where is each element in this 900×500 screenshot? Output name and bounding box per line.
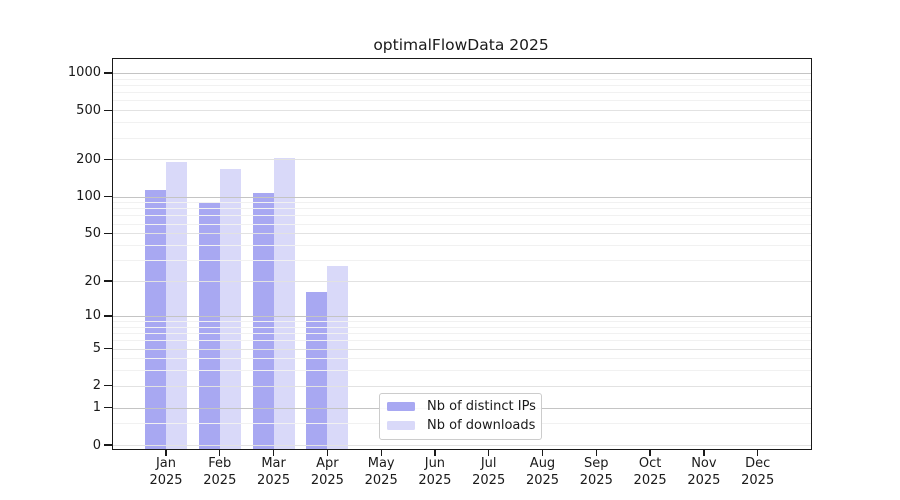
y-axis-tick: [104, 72, 113, 74]
month-label: Sep: [584, 456, 609, 471]
x-tick-label: Feb 2025: [188, 456, 252, 489]
x-tick-label: Sep 2025: [564, 456, 628, 489]
year-label: 2025: [525, 472, 560, 488]
month-label: Jan: [155, 456, 177, 471]
year-label: 2025: [149, 472, 183, 488]
y-axis-tick: [104, 109, 113, 111]
y-tick-label: 10: [84, 308, 101, 324]
month-label: Oct: [638, 456, 662, 471]
y-tick-label: 20: [84, 273, 101, 289]
y-tick-label: 1000: [67, 65, 101, 81]
year-label: 2025: [741, 472, 775, 488]
x-axis-tick: [541, 449, 544, 456]
y-axis-tick: [104, 232, 113, 234]
legend-item-distinct-ips: Nb of distinct IPs: [380, 397, 541, 416]
year-label: 2025: [633, 472, 667, 488]
month-label: Apr: [316, 456, 339, 471]
x-axis-tick: [703, 449, 705, 456]
year-label: 2025: [418, 472, 452, 488]
y-axis-tick: [104, 347, 113, 350]
x-axis-tick: [219, 449, 221, 456]
x-axis-tick: [272, 449, 275, 456]
month-label: Jun: [424, 456, 446, 471]
year-label: 2025: [203, 472, 237, 488]
legend-label-downloads: Nb of downloads: [427, 418, 536, 433]
x-tick-label: Aug 2025: [511, 456, 575, 489]
y-tick-label: 2: [92, 378, 101, 394]
legend-swatch-downloads: [387, 421, 415, 430]
chart-title: optimalFlowData 2025: [373, 36, 549, 54]
x-tick-label: Jun 2025: [403, 456, 467, 489]
month-label: Jul: [480, 456, 497, 471]
month-label: Aug: [529, 456, 556, 471]
bar-downloads-feb: [219, 169, 241, 449]
year-label: 2025: [472, 472, 506, 488]
y-axis-tick: [104, 385, 113, 387]
y-tick-label: 100: [76, 189, 101, 204]
x-axis-tick: [595, 449, 597, 456]
axis-layer: 0 1 2 5 10 20 50 100 200 500 1000 Jan 2025 Feb 2025 Mar…: [68, 59, 811, 487]
x-tick-label: Jan 2025: [134, 456, 198, 489]
y-axis-tick: [104, 407, 113, 409]
x-tick-label: Oct 2025: [618, 456, 682, 489]
x-tick-label: Jul 2025: [457, 456, 521, 489]
year-label: 2025: [310, 472, 344, 488]
y-tick-label: 1: [92, 400, 101, 416]
x-axis-tick: [380, 449, 382, 456]
year-label: 2025: [257, 472, 291, 488]
year-label: 2025: [364, 472, 398, 488]
x-axis-tick: [165, 449, 167, 456]
bar-downloads-apr: [327, 265, 349, 449]
bar-ips-mar: [252, 192, 274, 449]
y-tick-label: 500: [76, 102, 101, 118]
bar-ips-feb: [198, 202, 220, 449]
x-axis-tick: [649, 449, 651, 456]
y-tick-label: 5: [92, 341, 101, 356]
x-tick-label: Mar 2025: [242, 456, 306, 489]
x-axis-tick: [488, 449, 490, 456]
month-label: May: [367, 456, 395, 471]
month-label: Dec: [745, 456, 771, 471]
month-label: Feb: [208, 456, 232, 471]
legend-item-downloads: Nb of downloads: [380, 416, 541, 435]
x-tick-label: Dec 2025: [726, 456, 790, 489]
bar-downloads-mar: [273, 157, 295, 449]
x-axis-tick: [757, 449, 759, 456]
year-label: 2025: [579, 472, 613, 488]
y-tick-label: 200: [76, 151, 101, 167]
x-tick-label: Nov 2025: [672, 456, 736, 489]
x-tick-label: Apr 2025: [295, 456, 359, 489]
year-label: 2025: [687, 472, 721, 488]
x-axis-tick: [326, 449, 329, 456]
legend-label-distinct-ips: Nb of distinct IPs: [427, 399, 536, 414]
legend-swatch-distinct-ips: [387, 402, 415, 411]
y-axis-tick: [104, 315, 113, 317]
x-tick-label: May 2025: [349, 456, 413, 489]
legend: Nb of distinct IPs Nb of downloads: [379, 393, 542, 440]
y-axis-tick: [104, 444, 113, 446]
y-tick-label: 50: [84, 225, 101, 241]
y-tick-label: 0: [92, 437, 101, 453]
bar-ips-jan: [145, 189, 166, 449]
y-axis-tick: [104, 195, 113, 198]
plot-area: 0 1 2 5 10 20 50 100 200 500 1000 Jan 2025 Feb 2025 Mar…: [68, 58, 812, 488]
x-axis-tick: [434, 449, 436, 456]
month-label: Nov: [691, 456, 717, 471]
month-label: Mar: [261, 456, 286, 471]
y-axis-tick: [104, 158, 113, 161]
y-axis-tick: [104, 280, 113, 282]
